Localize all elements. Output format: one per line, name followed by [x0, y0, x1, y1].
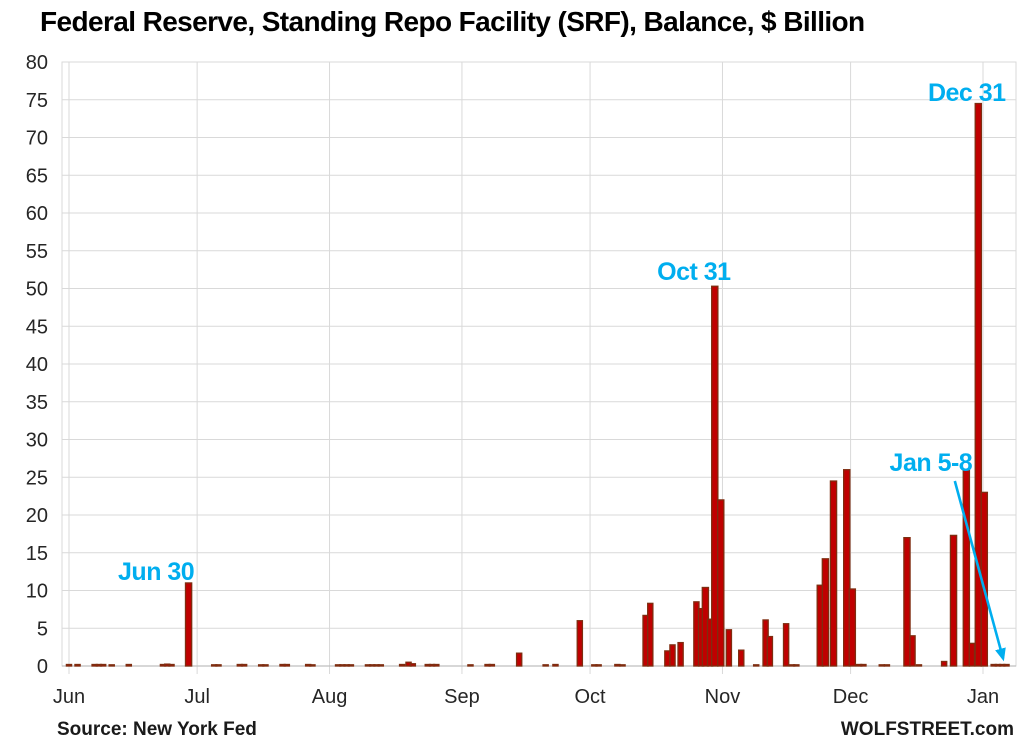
bar [65, 663, 73, 667]
y-tick-label: 40 [26, 354, 48, 376]
y-tick-label: 25 [26, 467, 48, 489]
y-tick-label: 75 [26, 90, 48, 112]
bar [974, 102, 983, 667]
y-tick-label: 35 [26, 392, 48, 414]
bar [949, 534, 958, 667]
bar [74, 663, 81, 667]
y-tick-label: 15 [26, 543, 48, 565]
bar [262, 664, 269, 667]
bar [915, 664, 923, 667]
bar [782, 623, 790, 667]
bar [962, 469, 971, 667]
y-tick-label: 20 [26, 505, 48, 527]
y-tick-label: 55 [26, 241, 48, 263]
bar [125, 663, 133, 667]
annotation-arrow [953, 480, 1006, 662]
annotation-oct-31: Oct 31 [657, 258, 731, 286]
bar [860, 663, 867, 667]
bar [677, 641, 684, 667]
y-tick-label: 30 [26, 430, 48, 452]
y-tick-label: 50 [26, 279, 48, 301]
x-tick-label: Oct [575, 686, 607, 708]
bar [309, 664, 316, 667]
y-tick-label: 45 [26, 316, 48, 338]
annotation-jan-5-8: Jan 5-8 [890, 449, 973, 477]
bar [711, 285, 719, 667]
y-tick-label: 10 [26, 581, 48, 603]
bar [215, 664, 222, 667]
bar [398, 663, 406, 667]
bar [843, 469, 851, 667]
bar [240, 663, 248, 667]
bar [829, 480, 838, 667]
x-tick-label: Sep [444, 686, 480, 708]
bar [738, 649, 745, 667]
source-note: Source: New York Fed [57, 719, 257, 740]
bar [283, 663, 291, 667]
y-tick-label: 5 [37, 618, 48, 640]
bar [552, 663, 559, 667]
bar [347, 664, 355, 667]
y-tick-label: 65 [26, 165, 48, 187]
bar [766, 635, 774, 667]
bars [65, 102, 1010, 667]
x-tick-label: Dec [833, 686, 869, 708]
x-tick-labels: Jun Jul Aug Sep Oct Nov Dec Jan [53, 686, 999, 708]
bar [595, 664, 602, 667]
x-tick-label: Aug [312, 686, 348, 708]
bar [1003, 663, 1010, 667]
bar [793, 664, 800, 667]
bar [903, 537, 911, 667]
bar [848, 588, 857, 667]
y-gridlines [62, 61, 1016, 667]
bar [821, 558, 830, 667]
bar [669, 644, 676, 667]
bar [878, 664, 886, 667]
y-tick-label: 0 [37, 656, 48, 678]
bar [576, 620, 584, 667]
y-tick-label: 70 [26, 128, 48, 150]
bar [752, 664, 760, 667]
bar [940, 660, 948, 667]
x-gridlines [68, 62, 984, 674]
x-tick-label: Nov [705, 686, 741, 708]
bar [614, 663, 621, 667]
y-tick-labels: 0 5 10 15 20 25 30 35 40 45 50 55 60 65 70 75 80 [26, 52, 48, 678]
bar [377, 664, 385, 667]
bar [542, 664, 549, 667]
y-tick-label: 80 [26, 52, 48, 74]
chart-title: Federal Reserve, Standing Repo Facility … [40, 6, 865, 37]
annotation-jun-30: Jun 30 [118, 558, 194, 586]
bar [647, 602, 654, 667]
x-tick-label: Jun [53, 686, 85, 708]
x-tick-label: Jan [967, 686, 999, 708]
bar [664, 650, 671, 667]
bar [108, 664, 115, 667]
bar [433, 663, 440, 667]
bar [168, 663, 175, 667]
bar [909, 635, 916, 667]
bar [409, 663, 417, 667]
brand-wolfstreet: WOLFSTREET.com [840, 719, 1014, 740]
bar [725, 629, 733, 667]
bar [968, 642, 976, 667]
bar [99, 663, 107, 667]
x-tick-label: Jul [184, 686, 210, 708]
bar [515, 652, 523, 667]
y-tick-label: 60 [26, 203, 48, 225]
bar [619, 664, 626, 667]
bar [717, 499, 725, 667]
bar [467, 664, 474, 667]
bar [883, 664, 891, 667]
bar [184, 582, 193, 667]
bar [488, 663, 496, 667]
annotation-dec-31: Dec 31 [928, 79, 1006, 107]
